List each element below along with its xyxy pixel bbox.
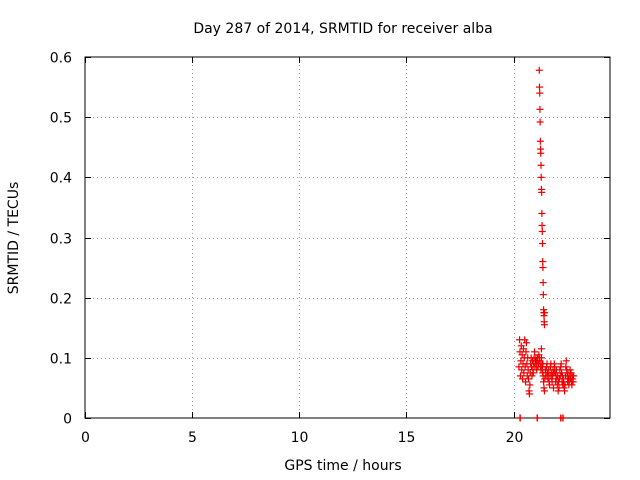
x-tick-label: 20: [506, 430, 524, 446]
data-point: [536, 118, 544, 126]
data-point: [528, 372, 536, 380]
y-tick-label: 0.4: [50, 171, 72, 187]
data-point: [561, 387, 569, 395]
x-tick-label: 0: [81, 430, 90, 446]
data-point: [522, 378, 530, 386]
data-point: [551, 363, 559, 371]
data-point: [557, 360, 565, 368]
data-point: [525, 375, 533, 383]
y-tick-label: 0.2: [50, 292, 72, 308]
data-point: [531, 348, 539, 356]
data-point: [536, 137, 544, 145]
data-point: [539, 279, 547, 287]
y-tick-label: 0.1: [50, 352, 72, 368]
data-point: [541, 309, 549, 317]
data-point: [537, 149, 545, 157]
data-point: [537, 354, 545, 362]
data-point: [539, 240, 546, 248]
x-tick-label: 10: [291, 430, 309, 446]
data-point: [522, 348, 530, 356]
data-point: [536, 83, 543, 91]
x-tick-label: 5: [188, 430, 197, 446]
data-point: [566, 366, 574, 374]
y-tick-label: 0.3: [50, 232, 72, 248]
data-point: [537, 173, 545, 181]
data-point: [539, 264, 547, 272]
y-tick-label: 0.6: [50, 51, 72, 67]
data-point: [521, 336, 529, 344]
data-point: [537, 161, 545, 169]
data-point: [525, 390, 533, 398]
data-point: [536, 105, 544, 113]
data-point: [538, 221, 546, 229]
data-point: [519, 375, 527, 383]
data-point: [540, 387, 548, 395]
data-point: [562, 357, 570, 365]
data-point: [562, 363, 570, 371]
x-axis-label: GPS time / hours: [284, 458, 401, 474]
data-point: [537, 345, 545, 353]
data-point: [533, 414, 541, 422]
data-point: [539, 258, 547, 266]
data-point: [568, 381, 576, 389]
data-point: [569, 378, 577, 386]
data-point: [538, 227, 546, 235]
axis-ticks: [85, 57, 610, 419]
y-tick-label: 0: [63, 412, 72, 428]
chart-title: Day 287 of 2014, SRMTID for receiver alb…: [193, 21, 492, 37]
y-tick-labels: 0 0.1 0.2 0.3 0.4 0.5 0.6: [50, 51, 72, 428]
data-point: [556, 366, 564, 374]
data-point: [516, 414, 524, 422]
grid: [85, 57, 610, 418]
data-point: [520, 369, 528, 377]
data-point: [540, 312, 548, 320]
data-point: [538, 188, 546, 196]
data-point: [540, 321, 548, 329]
data-point: [526, 381, 534, 389]
data-point: [558, 369, 566, 377]
x-tick-label: 15: [398, 430, 416, 446]
data-point: [536, 89, 544, 97]
data-point: [559, 414, 567, 422]
data-point: [570, 372, 578, 380]
y-tick-label: 0.5: [50, 111, 72, 127]
data-point: [522, 339, 530, 347]
x-tick-labels: 0 5 10 15 20: [81, 430, 523, 446]
data-point: [535, 66, 543, 74]
data-point: [529, 369, 537, 377]
data-point: [539, 291, 547, 299]
data-points: [515, 66, 578, 422]
plot-frame: [84, 56, 611, 419]
data-point: [554, 387, 562, 395]
data-point: [521, 363, 529, 371]
data-point: [538, 209, 546, 217]
y-axis-label: SRMTID / TECUs: [6, 182, 22, 295]
